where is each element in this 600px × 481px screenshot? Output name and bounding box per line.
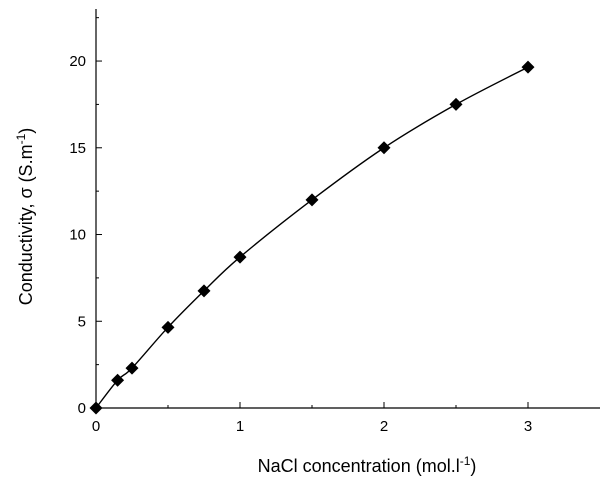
y-axis-title: Conductivity, σ (S.m-1)	[14, 128, 36, 306]
y-tick-label: 15	[69, 140, 86, 157]
data-point	[125, 361, 139, 375]
data-point	[521, 60, 535, 74]
x-axis-title: NaCl concentration (mol.l-1)	[258, 454, 477, 476]
data-point	[233, 250, 247, 264]
axes	[95, 9, 600, 409]
data-point	[377, 141, 391, 155]
x-tick-label: 1	[236, 418, 244, 435]
x-tick-label: 0	[92, 418, 100, 435]
y-tick-label: 0	[78, 400, 86, 417]
x-tick-label: 2	[380, 418, 388, 435]
y-tick-label: 20	[69, 53, 86, 70]
axis-titles: NaCl concentration (mol.l-1) Conductivit…	[14, 128, 476, 476]
x-tick-label: 3	[524, 418, 532, 435]
data-point	[197, 284, 211, 298]
data-point	[89, 401, 103, 415]
series	[89, 60, 535, 415]
data-point	[111, 373, 125, 387]
data-point	[305, 193, 319, 207]
y-tick-label: 10	[69, 227, 86, 244]
y-tick-label: 5	[78, 313, 86, 330]
data-point	[449, 97, 463, 111]
data-point	[161, 320, 175, 334]
series-line	[95, 66, 529, 409]
ticks: 0 1 2 3 0 5 10 15 20	[69, 17, 532, 435]
